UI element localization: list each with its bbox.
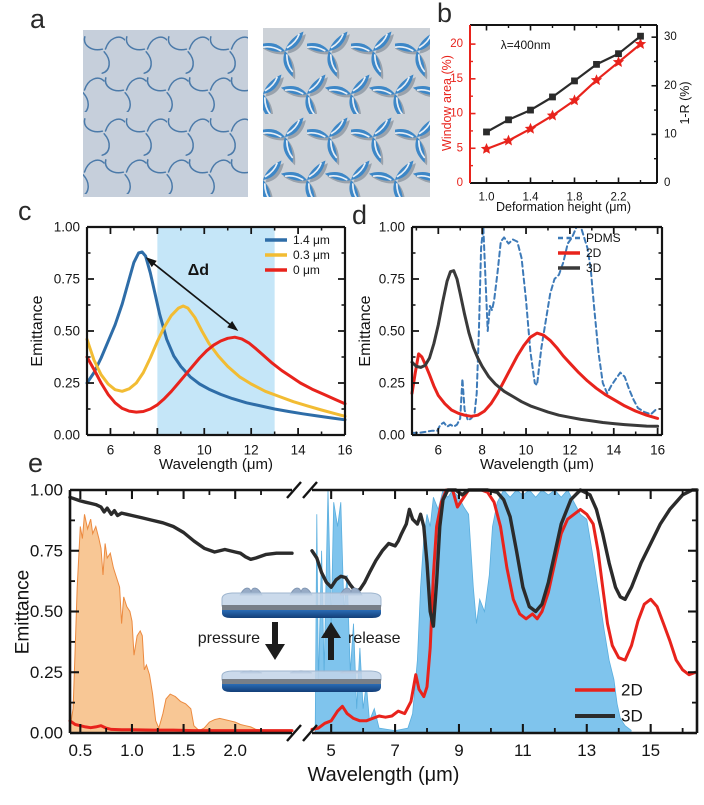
svg-text:1.0: 1.0: [479, 192, 495, 204]
svg-text:0.00: 0.00: [30, 724, 63, 743]
b-xlabel: Deformation height (μm): [495, 200, 632, 214]
svg-text:11: 11: [514, 741, 532, 760]
svg-text:0.25: 0.25: [54, 376, 80, 391]
svg-text:15: 15: [641, 741, 660, 760]
svg-text:5: 5: [326, 741, 335, 760]
svg-text:2D: 2D: [586, 246, 602, 260]
chart-c-canvas: 6 8 10 12 14 16 0.00 0.25 0.50 0.75 1.00 Δd 1.4 μm0.…: [54, 220, 353, 458]
relaxed-film-schematic-icon: [221, 587, 382, 618]
svg-text:14: 14: [291, 443, 307, 458]
d-ylabel: Emittance: [357, 295, 374, 367]
svg-text:1.4: 1.4: [523, 192, 540, 204]
svg-text:0.3 μm: 0.3 μm: [293, 248, 330, 262]
svg-text:16: 16: [337, 443, 352, 458]
svg-text:0.50: 0.50: [30, 602, 63, 621]
svg-text:1.4 μm: 1.4 μm: [293, 233, 330, 247]
svg-text:20: 20: [450, 38, 463, 50]
release-up-arrow-icon: [321, 622, 341, 660]
panel-e-label: e: [28, 448, 44, 478]
svg-text:9: 9: [454, 741, 463, 760]
svg-text:0.75: 0.75: [379, 272, 405, 287]
chart-c-emittance-shift: 6 8 10 12 14 16 0.00 0.25 0.50 0.75 1.00 Δd 1.4 μm 0.…: [54, 220, 353, 458]
b-ylabel-right: 1-R (%): [678, 81, 692, 125]
svg-text:λ=400nm: λ=400nm: [501, 38, 551, 52]
svg-text:1.8: 1.8: [567, 192, 583, 204]
release-label: release: [348, 630, 401, 647]
svg-text:1.0: 1.0: [120, 741, 144, 760]
svg-text:13: 13: [577, 741, 596, 760]
svg-text:10: 10: [664, 128, 677, 140]
compressed-film-schematic-icon: [221, 670, 382, 692]
chart-d-emittance-materials: 6 8 10 12 14 16 0.00 0.25 0.50 0.75 1.00 PDMS 2D 3D: [379, 220, 665, 458]
panel-b-label: b: [437, 0, 453, 28]
svg-text:20: 20: [664, 80, 677, 92]
c-xlabel: Wavelength (μm): [159, 456, 273, 473]
chart-b-canvas: 1.0 1.4 1.8 2.2 0 5 10 15 20 0 10 20 30 λ=400nm: [450, 24, 677, 204]
svg-text:7: 7: [390, 741, 399, 760]
svg-text:10: 10: [197, 443, 212, 458]
svg-text:1.00: 1.00: [54, 220, 80, 235]
svg-text:Δd: Δd: [188, 262, 209, 279]
svg-text:PDMS: PDMS: [586, 231, 621, 245]
svg-text:16: 16: [650, 443, 665, 458]
svg-text:0.5: 0.5: [69, 741, 93, 760]
svg-text:0.50: 0.50: [54, 324, 80, 339]
svg-text:0.25: 0.25: [30, 663, 63, 682]
chart-b-deformation: 1.0 1.4 1.8 2.2 0 5 10 15 20 0 10 20 30 λ=400nm: [450, 24, 677, 204]
svg-text:12: 12: [244, 443, 259, 458]
d-xlabel: Wavelength (μm): [480, 456, 594, 473]
svg-text:8: 8: [154, 443, 162, 458]
svg-text:1.00: 1.00: [30, 481, 63, 500]
pattern-2d-micrograph: [83, 30, 248, 197]
e-xlabel: Wavelength (μm): [307, 764, 460, 786]
svg-text:0.75: 0.75: [30, 541, 63, 560]
svg-text:0.75: 0.75: [54, 272, 80, 287]
pressure-label: pressure: [197, 630, 260, 647]
chart-e-canvas: 0.5 1.0 1.5 2.0 5 7 9 11 13 15 0.00 0.25 0.50 0.75 1.0…: [30, 481, 699, 760]
svg-text:0.00: 0.00: [379, 428, 405, 443]
svg-text:1.5: 1.5: [172, 741, 196, 760]
svg-text:0.00: 0.00: [54, 428, 80, 443]
chart-e-broadband-emittance: 0.5 1.0 1.5 2.0 5 7 9 11 13 15 0.00 0.25 0.50 0.75 1.0…: [30, 481, 699, 760]
svg-text:3D: 3D: [621, 707, 643, 726]
c-ylabel: Emittance: [29, 295, 46, 367]
svg-text:2.0: 2.0: [223, 741, 247, 760]
svg-text:6: 6: [435, 443, 443, 458]
svg-text:10: 10: [519, 443, 534, 458]
svg-text:1.00: 1.00: [379, 220, 405, 235]
svg-text:14: 14: [606, 443, 622, 458]
svg-text:15: 15: [450, 73, 463, 85]
panel-c-label: c: [18, 196, 32, 226]
svg-text:0: 0: [457, 177, 463, 189]
svg-text:0.25: 0.25: [379, 376, 405, 391]
svg-text:3D: 3D: [586, 261, 602, 275]
b-ylabel-left: Window area (%): [440, 55, 454, 151]
svg-text:5: 5: [457, 142, 463, 154]
svg-text:0 μm: 0 μm: [293, 263, 320, 277]
svg-text:6: 6: [107, 443, 115, 458]
svg-text:2.2: 2.2: [611, 192, 627, 204]
svg-text:0.50: 0.50: [379, 324, 405, 339]
pressure-down-arrow-icon: [265, 622, 285, 660]
panel-a-label: a: [30, 4, 46, 34]
svg-text:0: 0: [664, 177, 670, 189]
svg-text:10: 10: [450, 108, 463, 120]
svg-text:2D: 2D: [621, 681, 643, 700]
svg-text:30: 30: [664, 31, 677, 43]
e-ylabel: Emittance: [12, 569, 34, 655]
svg-text:8: 8: [478, 443, 486, 458]
pattern-3d-micrograph: [263, 28, 430, 197]
svg-text:12: 12: [562, 443, 577, 458]
panel-d-label: d: [352, 200, 368, 230]
